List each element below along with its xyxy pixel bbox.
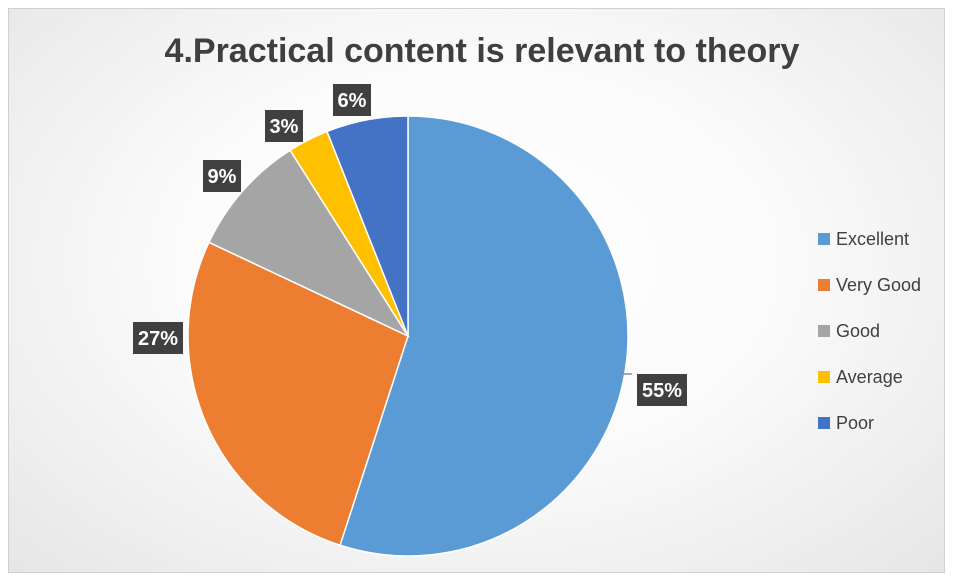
legend-label: Average bbox=[836, 367, 903, 387]
legend-item-average: Average bbox=[818, 367, 903, 387]
pie-slice-poor bbox=[326, 115, 409, 337]
data-label-box bbox=[133, 322, 183, 354]
data-label-box bbox=[333, 84, 371, 116]
data-label-good: 9% bbox=[203, 160, 241, 192]
pie-slice-good bbox=[207, 149, 411, 338]
legend-swatch bbox=[818, 279, 830, 291]
data-labels: 55% 27% 9% 3% 6% bbox=[133, 84, 687, 406]
data-label-text: 55% bbox=[642, 380, 682, 402]
legend-label: Very Good bbox=[836, 275, 921, 295]
legend: Excellent Very Good Good Average Poor bbox=[818, 229, 921, 433]
legend-item-very-good: Very Good bbox=[818, 275, 921, 295]
legend-item-poor: Poor bbox=[818, 413, 874, 433]
data-label-box bbox=[637, 374, 687, 406]
legend-label: Excellent bbox=[836, 229, 909, 249]
legend-item-excellent: Excellent bbox=[818, 229, 909, 249]
legend-swatch bbox=[818, 325, 830, 337]
data-label-very-good: 27% bbox=[133, 322, 183, 354]
data-label-text: 3% bbox=[270, 116, 299, 138]
chart-title: 4.Practical content is relevant to theor… bbox=[165, 32, 800, 70]
pie-slices bbox=[187, 115, 629, 557]
pie-slice-excellent bbox=[339, 115, 629, 557]
legend-label: Poor bbox=[836, 413, 874, 433]
legend-swatch bbox=[818, 417, 830, 429]
data-label-text: 6% bbox=[338, 90, 367, 112]
data-label-excellent: 55% bbox=[637, 374, 687, 406]
data-label-text: 9% bbox=[208, 166, 237, 188]
pie-slice-very-good bbox=[187, 241, 409, 547]
legend-swatch bbox=[818, 233, 830, 245]
data-label-poor: 6% bbox=[333, 84, 371, 116]
legend-item-good: Good bbox=[818, 321, 880, 341]
legend-swatch bbox=[818, 371, 830, 383]
data-label-text: 27% bbox=[138, 328, 178, 350]
data-label-box bbox=[265, 110, 303, 142]
legend-label: Good bbox=[836, 321, 880, 341]
data-label-average: 3% bbox=[265, 110, 303, 142]
data-label-box bbox=[203, 160, 241, 192]
